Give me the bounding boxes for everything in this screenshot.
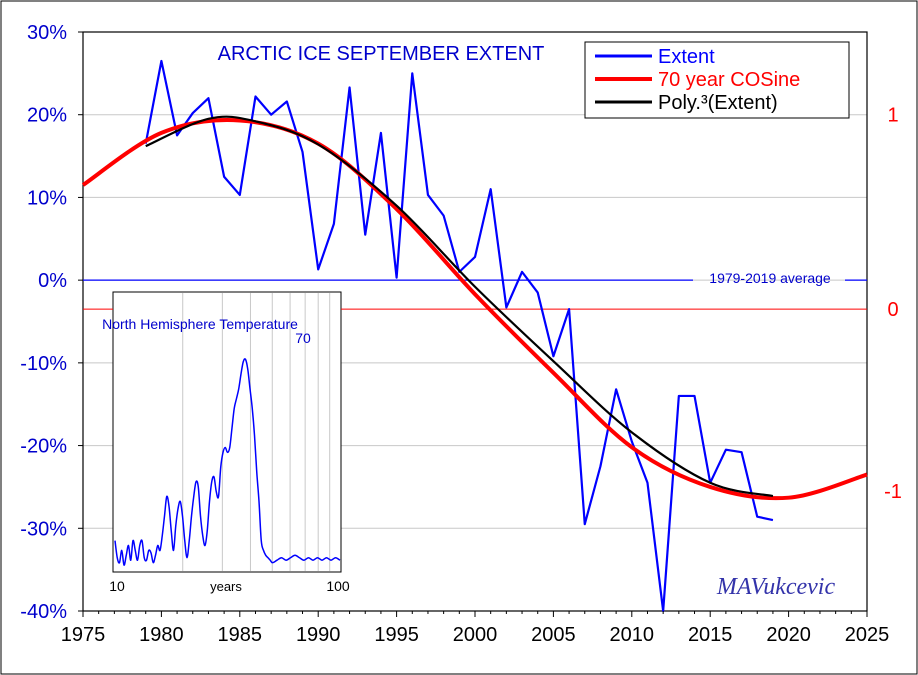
- y-left-tick-label: -10%: [20, 353, 67, 375]
- inset-x-tick-left: 10: [109, 578, 125, 594]
- legend-label-poly: Poly.³(Extent): [658, 92, 778, 114]
- y-right-tick-label: 1: [887, 105, 898, 127]
- x-tick-label: 2005: [531, 624, 576, 646]
- inset-peak-label: 70: [295, 330, 311, 346]
- x-tick-label: 1975: [61, 624, 106, 646]
- legend: Extent 70 year COSine Poly.³(Extent): [584, 41, 850, 119]
- x-tick-label: 2000: [453, 624, 498, 646]
- x-tick-label: 2020: [766, 624, 811, 646]
- x-tick-label: 2015: [688, 624, 733, 646]
- x-tick-label: 1980: [139, 624, 184, 646]
- series-lines: [81, 59, 868, 613]
- inset-gridlines: [182, 293, 331, 571]
- inset-x-tick-right: 100: [326, 578, 350, 594]
- inset-chart: North Hemisphere Temperature 70 10 years…: [102, 293, 350, 594]
- y-left-tick-label: 30%: [27, 22, 67, 44]
- series-cosine-line: [81, 118, 868, 501]
- legend-label-extent: Extent: [658, 46, 715, 68]
- legend-label-cosine: 70 year COSine: [658, 69, 800, 91]
- x-tick-label: 1990: [296, 624, 341, 646]
- y-left-axis-ticks: 30% 20% 10% 0% -10% -20% -30% -40%: [20, 22, 83, 623]
- inset-temperature-line: [114, 358, 341, 566]
- y-left-tick-label: 0%: [38, 270, 67, 292]
- y-right-axis-ticks: 1 0 -1: [884, 105, 902, 503]
- y-left-tick-label: -30%: [20, 518, 67, 540]
- watermark-signature: MAVukcevic: [716, 574, 836, 600]
- y-right-tick-label: -1: [884, 481, 902, 503]
- inset-frame: [112, 291, 342, 573]
- y-left-tick-label: 10%: [27, 187, 67, 209]
- y-left-tick-label: 20%: [27, 105, 67, 127]
- x-axis-ticks: 1975 1980 1985 1990 1995 2000 2005 2010 2015 2020…: [61, 611, 890, 646]
- x-tick-label: 1995: [374, 624, 419, 646]
- y-left-tick-label: -40%: [20, 601, 67, 623]
- inset-x-axis-label: years: [210, 579, 242, 594]
- y-left-tick-label: -20%: [20, 436, 67, 458]
- x-tick-label: 2025: [845, 624, 890, 646]
- inset-background: [112, 291, 342, 573]
- series-poly-line: [145, 115, 774, 498]
- x-tick-label: 2010: [610, 624, 655, 646]
- reference-line-label: 1979-2019 average: [709, 270, 831, 286]
- chart-title: ARCTIC ICE SEPTEMBER EXTENT: [218, 43, 545, 65]
- y-right-tick-label: 0: [887, 299, 898, 321]
- x-tick-label: 1985: [218, 624, 263, 646]
- inset-title: North Hemisphere Temperature: [102, 316, 298, 332]
